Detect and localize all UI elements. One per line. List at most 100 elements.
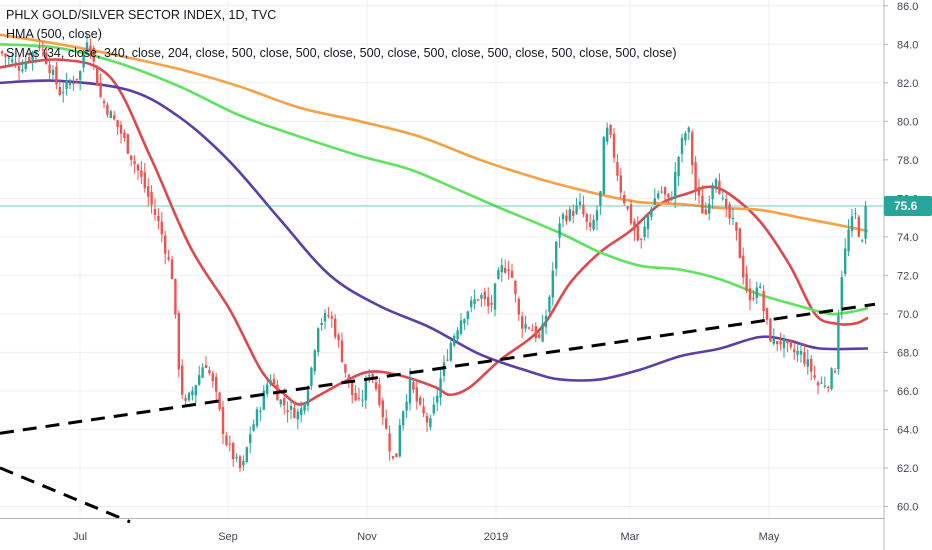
candle-up (201, 367, 204, 378)
candle-up (259, 410, 262, 412)
candle-down (415, 387, 418, 402)
candle-down (663, 187, 667, 195)
candle-down (150, 191, 153, 205)
candle-down (58, 87, 61, 95)
candle-up (561, 214, 565, 220)
candle-down (45, 52, 48, 64)
candle-down (833, 371, 837, 373)
candle-down (184, 397, 187, 401)
price-tick-label: 86.0 (897, 1, 918, 13)
candle-down (636, 226, 639, 241)
price-tick-label: 80.0 (897, 116, 918, 128)
candle-up (323, 312, 327, 322)
candle-up (235, 457, 238, 459)
candle-down (385, 418, 388, 429)
candle-down (221, 407, 225, 435)
price-tick-label: 78.0 (897, 155, 918, 167)
candle-down (75, 78, 78, 80)
candle-up (368, 375, 371, 377)
candle-down (510, 270, 514, 278)
price-tick-label: 60.0 (897, 501, 918, 513)
candle-up (429, 418, 432, 428)
candle-down (531, 330, 534, 332)
candle-down (228, 443, 231, 445)
candle-down (123, 132, 126, 138)
candle-up (643, 226, 646, 238)
candle-down (55, 66, 58, 85)
overlay-sma-34 (0, 58, 869, 406)
candle-down (225, 435, 228, 445)
candle-down (507, 269, 510, 272)
candle-up (820, 382, 823, 384)
candle-up (432, 404, 435, 414)
candle-down (538, 334, 541, 338)
candle-down (327, 315, 330, 317)
price-tick-label: 68.0 (897, 347, 918, 359)
candle-up (14, 61, 17, 63)
candle-up (320, 323, 323, 326)
candle-down (857, 216, 860, 237)
candle-up (68, 82, 72, 86)
candle-up (361, 399, 364, 401)
candle-up (524, 323, 527, 329)
candle-up (300, 408, 303, 415)
candle-up (861, 240, 864, 242)
candle-down (160, 221, 163, 235)
candle-up (541, 323, 544, 342)
candle-up (187, 392, 191, 401)
candle-down (827, 386, 830, 388)
candle-up (837, 315, 840, 370)
candle-up (847, 229, 850, 252)
candle-down (534, 326, 537, 338)
candle-up (198, 375, 201, 385)
candle-down (623, 194, 626, 204)
candle-up (317, 328, 320, 353)
candle-up (7, 57, 10, 59)
candle-down (48, 64, 51, 74)
candle-down (357, 397, 361, 399)
candle-down (334, 318, 337, 337)
chart-grid (0, 0, 884, 518)
candle-up (551, 270, 554, 298)
candle-down (17, 66, 21, 71)
candle-up (548, 296, 551, 312)
candle-up (558, 223, 561, 238)
candle-up (772, 338, 775, 344)
candle-down (776, 341, 779, 345)
overlay-hma-500 (0, 33, 869, 233)
candle-down (704, 209, 707, 215)
candle-up (470, 300, 473, 307)
candle-down (340, 340, 344, 363)
candle-down (374, 382, 378, 389)
candle-down (99, 82, 102, 97)
candle-down (504, 268, 507, 273)
time-tick-label: 2019 (484, 531, 508, 543)
candle-down (38, 47, 41, 49)
candle-up (255, 409, 259, 426)
candle-down (354, 393, 357, 401)
candle-down (89, 45, 92, 52)
candle-down (211, 373, 214, 382)
candle-up (806, 359, 809, 367)
candle-down (412, 382, 415, 390)
candle-down (483, 291, 486, 300)
candle-down (72, 83, 75, 85)
candle-up (109, 111, 112, 119)
candle-up (854, 213, 857, 215)
candle-up (493, 283, 497, 310)
candle-up (310, 367, 313, 387)
price-tick-label: 62.0 (897, 463, 918, 475)
price-tick-label: 66.0 (897, 386, 918, 398)
candle-down (425, 415, 429, 423)
candle-up (242, 460, 245, 466)
candle-up (453, 335, 456, 346)
candle-down (215, 376, 218, 392)
candle-up (497, 269, 500, 280)
candle-down (619, 175, 622, 193)
candle-down (803, 352, 806, 364)
candle-down (786, 339, 789, 344)
candle-up (759, 286, 762, 288)
price-tick-label: 72.0 (897, 270, 918, 282)
candle-down (422, 406, 425, 414)
